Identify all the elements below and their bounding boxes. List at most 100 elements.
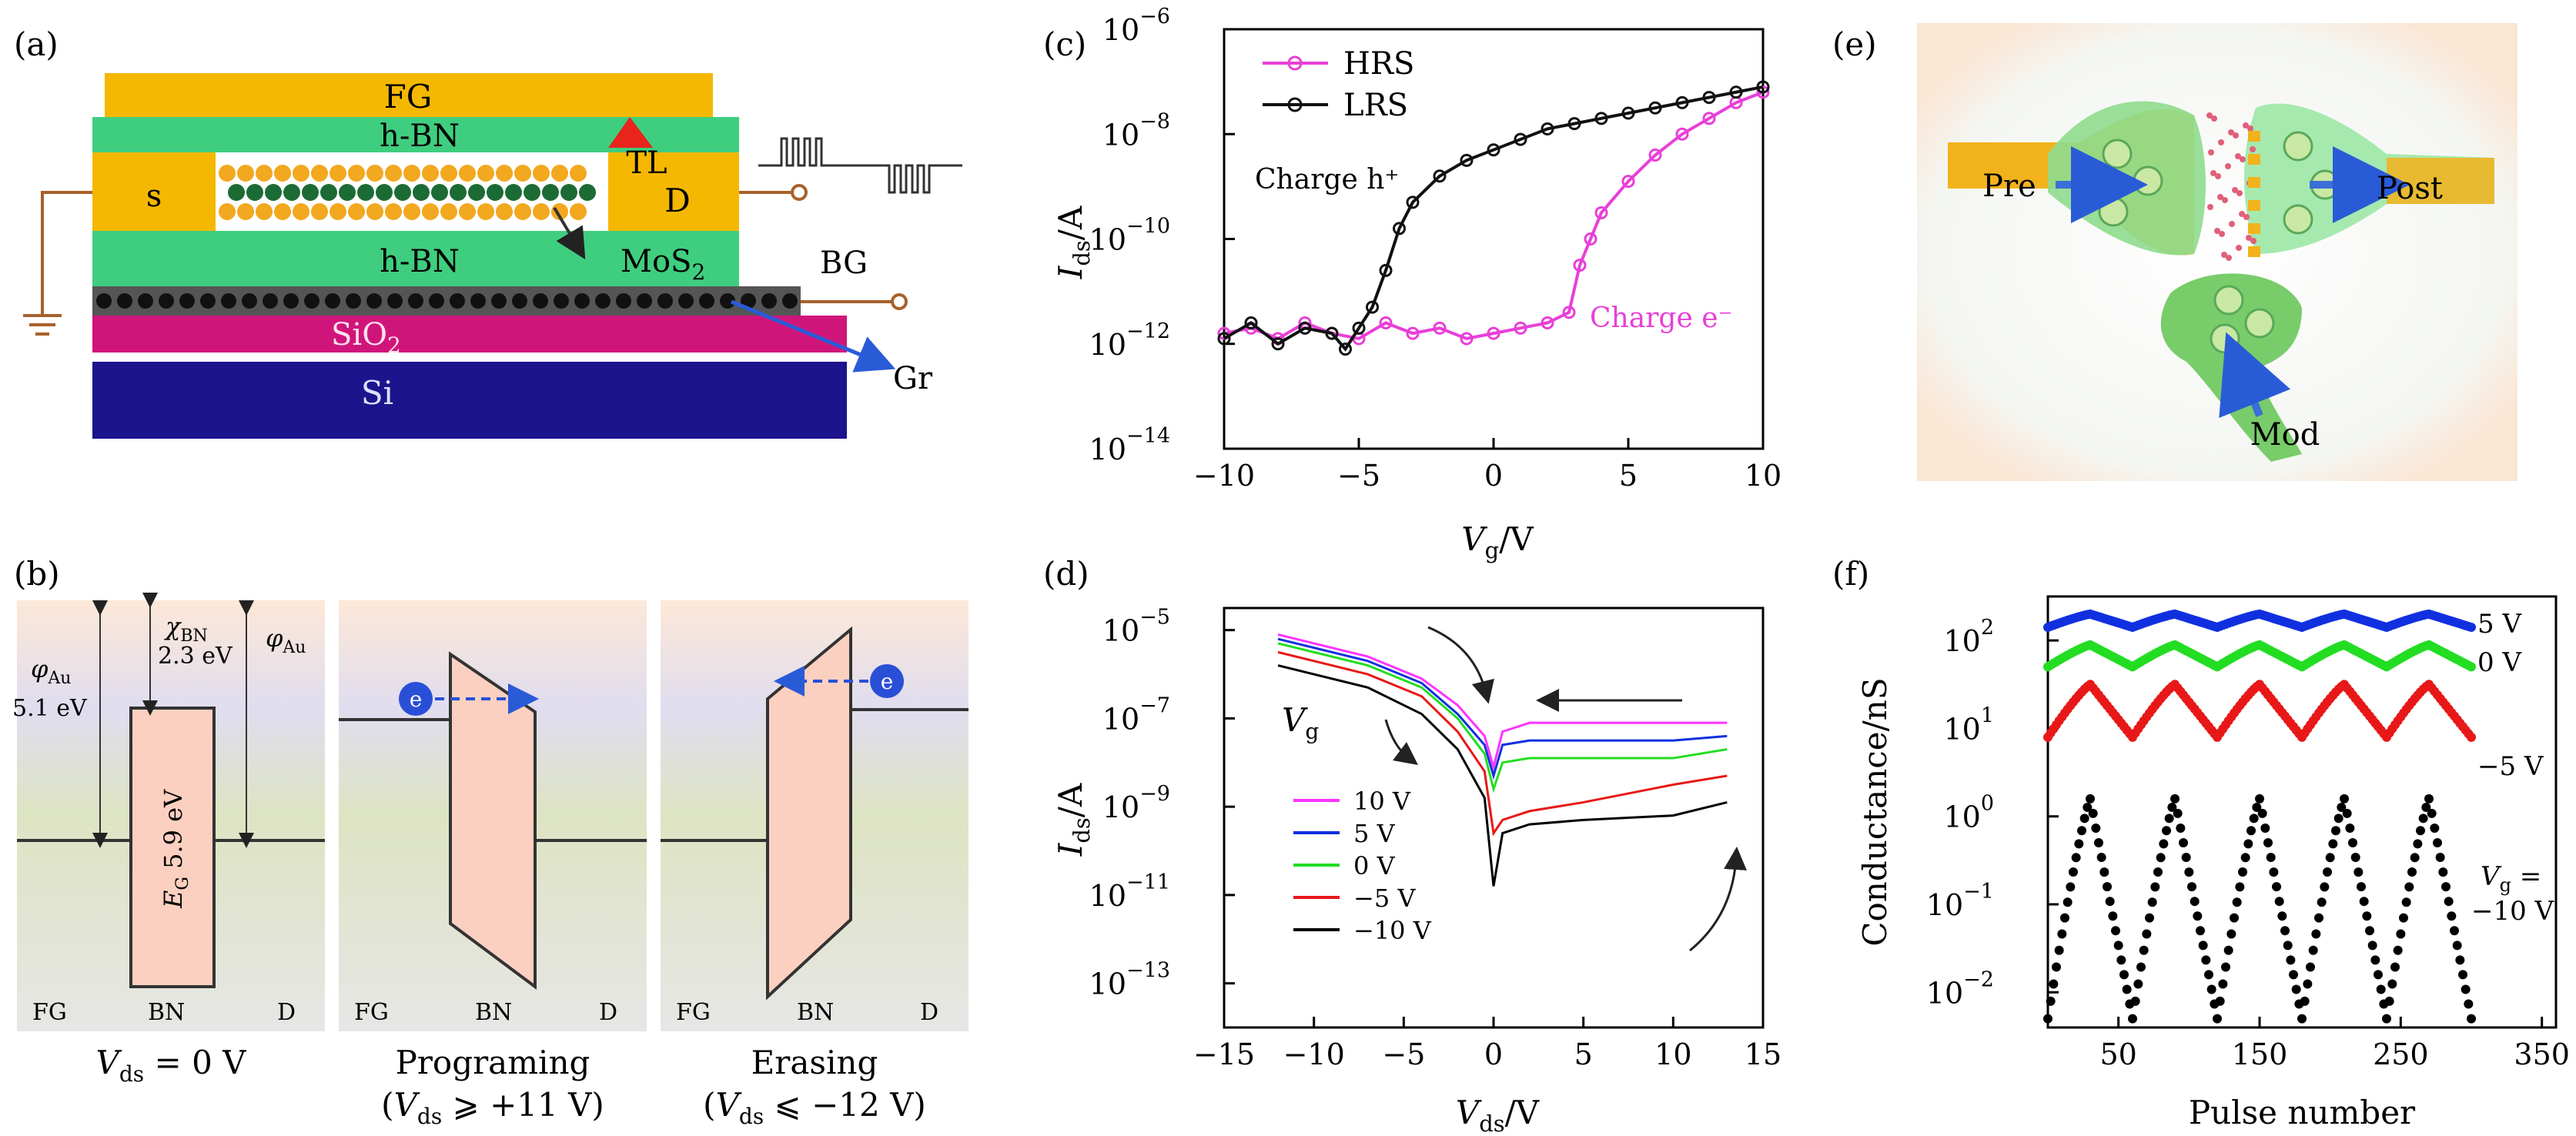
data-point (2333, 814, 2343, 824)
graphene-atom (138, 293, 153, 309)
data-point (1298, 321, 1312, 335)
graphene-atom (616, 293, 631, 309)
data-point (2365, 926, 2374, 936)
data-point (2317, 897, 2327, 907)
data-point (2153, 867, 2163, 877)
svg-text:e: e (410, 687, 423, 712)
y-tick-label: 10−10 (1089, 215, 1170, 257)
data-point (2286, 955, 2296, 965)
molybdenum-atom (579, 184, 596, 201)
x-axis-label: Vds/V (1456, 1094, 1540, 1136)
data-point (2179, 838, 2188, 847)
x-tick-label: −10 (1283, 1037, 1345, 1071)
bandgap-label: EG 5.9 eV (159, 789, 192, 909)
d-side-3: D (920, 999, 938, 1026)
data-point (2159, 839, 2169, 849)
data-point (2184, 867, 2194, 877)
data-point (2362, 911, 2372, 921)
si-substrate (92, 362, 847, 439)
data-point (2077, 826, 2086, 836)
neurotransmitter (2219, 231, 2225, 237)
data-point (2266, 853, 2276, 863)
data-point (2218, 979, 2228, 989)
graphene-atom (283, 293, 299, 309)
chi-bn: χBN (164, 612, 208, 646)
legend-label: −10 V (1353, 916, 1432, 945)
data-point (2215, 996, 2225, 1006)
neurotransmitter (2228, 129, 2234, 135)
graphene-atom (96, 293, 112, 309)
y-tick-label: 102 (1943, 616, 1994, 658)
series-line-hrs (1223, 90, 1764, 341)
series-line-4 (1277, 664, 1728, 887)
data-point (2387, 979, 2397, 989)
gr-label: Gr (893, 361, 933, 396)
series-label: 0 V (2477, 647, 2522, 678)
graphene-layer (92, 286, 801, 316)
x-tick-label: 0 (1484, 1037, 1503, 1071)
data-point (2311, 929, 2321, 939)
graphene-atom (699, 293, 714, 309)
x-tick-label: −5 (1382, 1037, 1425, 1071)
x-tick-label: 250 (2373, 1037, 2429, 1071)
vesicle (2210, 323, 2240, 354)
mos2-atoms (219, 165, 596, 220)
sulfur-atom (496, 165, 513, 182)
molybdenum-atom (542, 184, 559, 201)
sulfur-atom (440, 165, 457, 182)
data-point (2230, 913, 2239, 923)
data-point (2232, 897, 2242, 907)
data-point (2111, 926, 2120, 936)
receptor (2248, 246, 2260, 257)
data-point (1433, 321, 1447, 335)
series-line-2 (1277, 642, 1728, 794)
data-point (2404, 882, 2414, 892)
drain-electrode (608, 152, 739, 231)
molybdenum-atom (431, 184, 448, 201)
y-tick-label: 10−14 (1089, 424, 1170, 466)
data-point (1352, 321, 1366, 335)
x-tick-label: 10 (1745, 459, 1781, 493)
data-point (1514, 321, 1527, 335)
mod-arrow (2219, 332, 2291, 419)
molybdenum-atom (283, 184, 300, 201)
floating-gate (105, 73, 713, 117)
data-point (2094, 838, 2103, 847)
sulfur-atom (219, 165, 236, 182)
y-tick-label: 10−5 (1102, 606, 1170, 648)
series-label: −5 V (2477, 751, 2544, 782)
sulfur-atom (477, 165, 494, 182)
data-point (2069, 867, 2078, 877)
data-point (2213, 1014, 2222, 1024)
post-label: Post (2377, 171, 2443, 206)
x-tick-label: −10 (1193, 459, 1255, 493)
data-point (2464, 999, 2474, 1009)
tunneling-arrow (608, 117, 653, 148)
molybdenum-atom (376, 184, 393, 201)
sulfur-atom (237, 203, 254, 220)
sulfur-atom (274, 165, 291, 182)
panel-label-f: (f) (1832, 555, 1869, 593)
neurotransmitter (2229, 221, 2235, 227)
y-axis-label: Ids/A (1052, 783, 1095, 857)
data-point (2238, 867, 2247, 877)
molybdenum-atom (246, 184, 263, 201)
data-point (1541, 316, 1554, 329)
sulfur-atom (385, 203, 402, 220)
data-point (2167, 802, 2177, 812)
bg-label: BG (820, 246, 868, 281)
data-point (2416, 826, 2425, 836)
sulfur-atom (330, 165, 346, 182)
source-wire (41, 191, 92, 316)
data-point (1379, 316, 1393, 329)
y-tick-label: 10−11 (1089, 870, 1170, 913)
annotation-charge-h: Charge h⁺ (1255, 164, 1399, 195)
data-point (2243, 839, 2253, 849)
legend-marker (1287, 97, 1303, 112)
caption-erasing-cond: (Vds ⩽ −12 V) (703, 1086, 926, 1129)
caption-erasing-title: Erasing (751, 1044, 878, 1081)
data-point (2399, 913, 2408, 923)
graphene-atom (470, 293, 486, 309)
data-point (1756, 80, 1770, 94)
fg-side-1: FG (32, 999, 67, 1026)
